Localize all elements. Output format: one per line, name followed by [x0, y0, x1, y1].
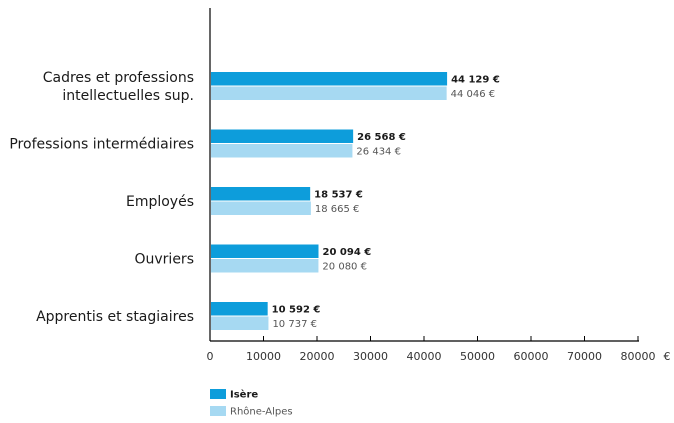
- legend-label: Rhône-Alpes: [230, 406, 293, 418]
- data-label: 26 568 €: [357, 132, 406, 143]
- x-tick-label: 50000: [460, 350, 495, 363]
- category-label: Cadres et professions intellectuelles sup…: [43, 70, 194, 104]
- bar-rhone-alpes: [211, 259, 319, 273]
- x-tick-label: 0: [207, 350, 214, 363]
- legend-swatch: [210, 389, 226, 399]
- x-tick-label: 70000: [567, 350, 602, 363]
- bar-isere: [211, 187, 311, 201]
- category-label: Apprentis et stagiaires: [36, 309, 194, 325]
- data-label: 44 046 €: [451, 89, 496, 100]
- category-label-line: Ouvriers: [135, 252, 195, 268]
- category-label-line: Professions intermédiaires: [9, 137, 194, 153]
- axes: 0 10000 20000 30000 40000 50000 60000 70000 8000…: [207, 8, 671, 363]
- category-label-line: Cadres et professions: [43, 70, 194, 86]
- x-tick-label: 40000: [407, 350, 442, 363]
- category-label-line: Employés: [126, 194, 194, 210]
- data-label: 10 592 €: [272, 304, 321, 315]
- data-label: 18 537 €: [314, 189, 363, 200]
- data-label: 26 434 €: [356, 146, 401, 157]
- data-label: 20 094 €: [323, 247, 372, 258]
- category-label-line: Apprentis et stagiaires: [36, 309, 194, 325]
- legend: Isère Rhône-Alpes: [210, 389, 293, 418]
- data-label: 10 737 €: [272, 319, 317, 330]
- bar-isere: [211, 129, 354, 143]
- bars: [211, 72, 448, 330]
- bar-rhone-alpes: [211, 316, 269, 330]
- bar-rhone-alpes: [211, 201, 311, 215]
- bar-isere: [211, 72, 448, 86]
- bar-isere: [211, 302, 268, 316]
- category-label: Ouvriers: [135, 252, 195, 268]
- x-tick-label: 80000: [621, 350, 656, 363]
- bar-rhone-alpes: [211, 144, 353, 158]
- x-axis-unit: €: [664, 350, 671, 363]
- category-label: Employés: [126, 194, 194, 210]
- bar-rhone-alpes: [211, 86, 447, 100]
- x-tick-label: 10000: [246, 350, 281, 363]
- x-tick-label: 60000: [514, 350, 549, 363]
- data-label: 44 129 €: [451, 74, 500, 85]
- labels: 44 129 € 44 046 € Cadres et professions int…: [9, 70, 499, 330]
- legend-label: Isère: [230, 389, 258, 401]
- bar-isere: [211, 244, 319, 258]
- x-tick-label: 30000: [353, 350, 388, 363]
- category-label: Professions intermédiaires: [9, 137, 194, 153]
- x-tick-label: 20000: [300, 350, 335, 363]
- category-label-line: intellectuelles sup.: [62, 88, 194, 104]
- legend-swatch: [210, 406, 226, 416]
- data-label: 18 665 €: [315, 204, 360, 215]
- data-label: 20 080 €: [322, 261, 367, 272]
